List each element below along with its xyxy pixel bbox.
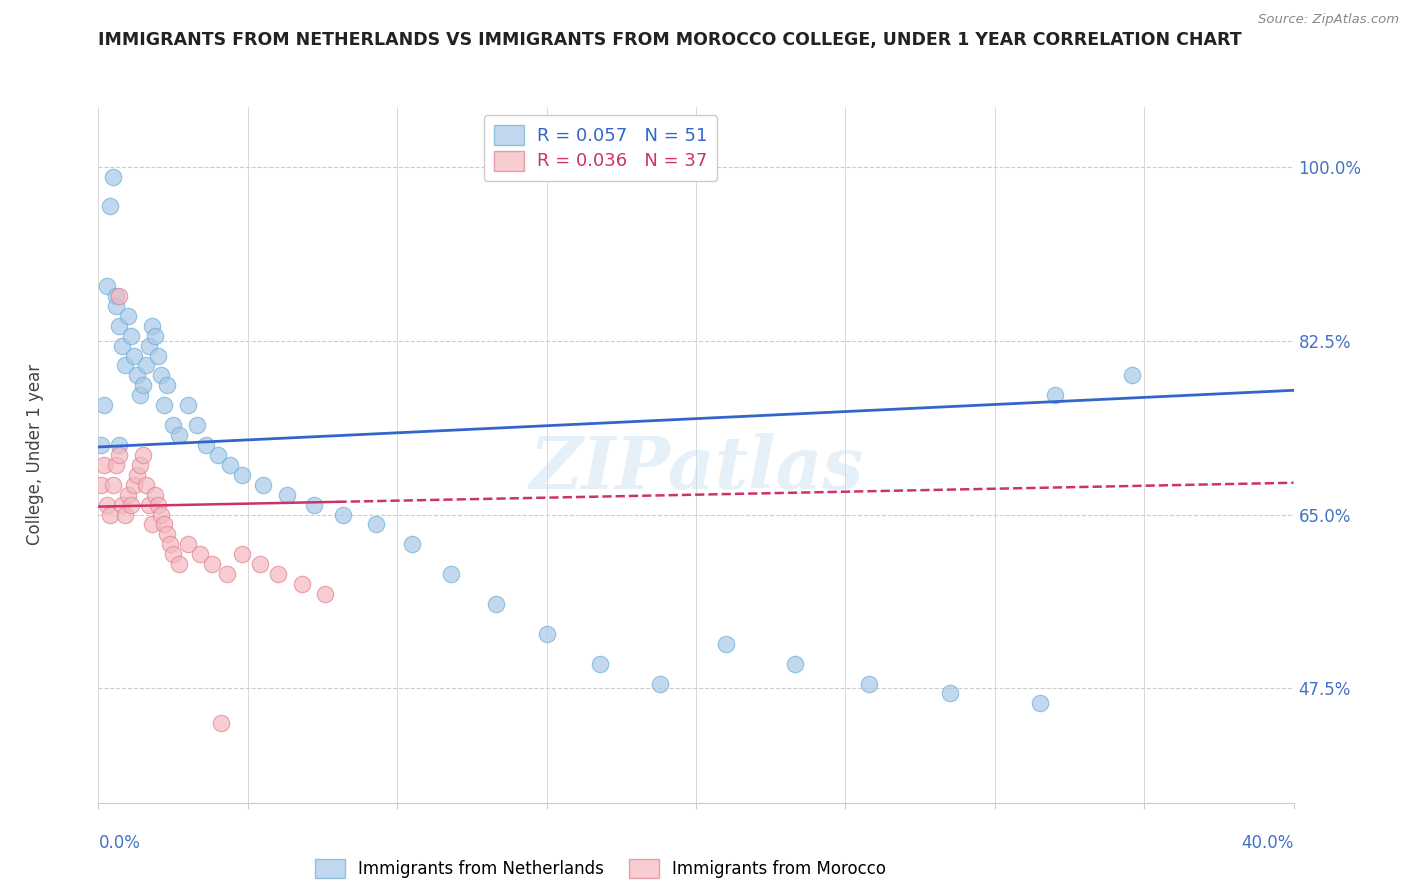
Point xyxy=(215,567,238,582)
Point xyxy=(148,349,170,363)
Point xyxy=(105,458,128,472)
Point xyxy=(209,716,232,731)
Point xyxy=(90,477,112,491)
Text: ZIPatlas: ZIPatlas xyxy=(529,434,863,504)
Point xyxy=(440,567,463,582)
Point xyxy=(1121,368,1143,383)
Point xyxy=(167,428,190,442)
Point xyxy=(100,508,122,522)
Point xyxy=(159,537,181,551)
Point xyxy=(90,438,112,452)
Point xyxy=(148,498,170,512)
Point xyxy=(1028,697,1050,711)
Point xyxy=(138,498,160,512)
Point xyxy=(117,488,139,502)
Point xyxy=(117,309,139,323)
Legend: Immigrants from Netherlands, Immigrants from Morocco: Immigrants from Netherlands, Immigrants … xyxy=(308,853,893,885)
Point xyxy=(167,558,190,572)
Point xyxy=(103,169,125,184)
Point xyxy=(108,448,131,462)
Point xyxy=(150,368,173,383)
Point xyxy=(186,418,208,433)
Point xyxy=(124,349,146,363)
Point xyxy=(143,488,166,502)
Point xyxy=(195,438,218,452)
Point xyxy=(783,657,806,671)
Point xyxy=(153,517,176,532)
Point xyxy=(207,448,229,462)
Point xyxy=(332,508,354,522)
Point xyxy=(135,359,157,373)
Point xyxy=(120,328,142,343)
Point xyxy=(252,477,274,491)
Point xyxy=(231,467,253,482)
Text: Source: ZipAtlas.com: Source: ZipAtlas.com xyxy=(1258,13,1399,27)
Point xyxy=(401,537,423,551)
Point xyxy=(276,488,298,502)
Point xyxy=(93,398,115,412)
Point xyxy=(177,398,200,412)
Point xyxy=(96,279,118,293)
Point xyxy=(132,448,155,462)
Point xyxy=(177,537,200,551)
Point xyxy=(111,338,134,352)
Point xyxy=(249,558,271,572)
Point xyxy=(156,527,179,541)
Point xyxy=(162,547,184,561)
Point xyxy=(124,477,146,491)
Point xyxy=(108,318,131,333)
Point xyxy=(650,676,672,690)
Point xyxy=(156,378,179,392)
Point xyxy=(141,318,163,333)
Point xyxy=(485,597,508,611)
Point xyxy=(138,338,160,352)
Point xyxy=(143,328,166,343)
Point xyxy=(111,498,134,512)
Point xyxy=(150,508,173,522)
Point xyxy=(366,517,388,532)
Point xyxy=(105,289,128,303)
Point xyxy=(105,299,128,313)
Point xyxy=(858,676,880,690)
Point xyxy=(291,577,314,591)
Point xyxy=(231,547,253,561)
Point xyxy=(141,517,163,532)
Text: 40.0%: 40.0% xyxy=(1241,834,1294,852)
Point xyxy=(108,438,131,452)
Point xyxy=(127,368,149,383)
Point xyxy=(96,498,118,512)
Point xyxy=(103,477,125,491)
Text: College, Under 1 year: College, Under 1 year xyxy=(27,364,44,546)
Point xyxy=(315,587,337,601)
Point xyxy=(188,547,211,561)
Point xyxy=(100,199,122,213)
Point xyxy=(153,398,176,412)
Point xyxy=(135,477,157,491)
Point xyxy=(267,567,290,582)
Point xyxy=(714,637,737,651)
Point xyxy=(201,558,224,572)
Point xyxy=(302,498,325,512)
Point xyxy=(114,508,136,522)
Point xyxy=(129,458,152,472)
Point xyxy=(127,467,149,482)
Point xyxy=(129,388,152,402)
Point xyxy=(114,359,136,373)
Point xyxy=(120,498,142,512)
Point xyxy=(939,686,962,700)
Point xyxy=(108,289,131,303)
Point xyxy=(219,458,242,472)
Point xyxy=(536,627,558,641)
Text: 0.0%: 0.0% xyxy=(98,834,141,852)
Text: IMMIGRANTS FROM NETHERLANDS VS IMMIGRANTS FROM MOROCCO COLLEGE, UNDER 1 YEAR COR: IMMIGRANTS FROM NETHERLANDS VS IMMIGRANT… xyxy=(98,31,1241,49)
Point xyxy=(162,418,184,433)
Point xyxy=(1043,388,1066,402)
Point xyxy=(589,657,612,671)
Point xyxy=(93,458,115,472)
Point xyxy=(132,378,155,392)
